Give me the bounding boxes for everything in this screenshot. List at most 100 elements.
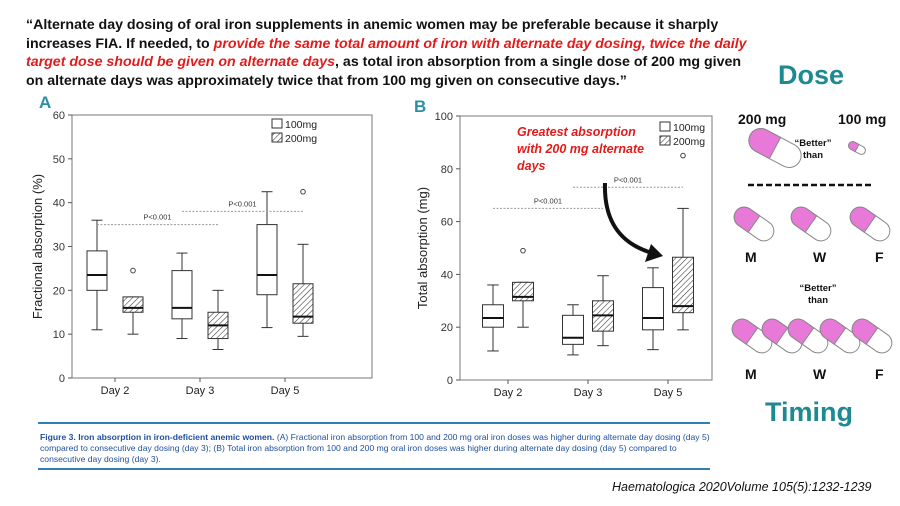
chart-a: 0 10 20 30 40 50 60 Fractional absorption (%) Da… <box>30 110 373 397</box>
x-tick-label: Day 2 <box>494 387 523 399</box>
box-200mg <box>512 281 534 302</box>
pill-icon-timing-top <box>849 206 891 242</box>
pill-icon-200mg <box>748 127 802 169</box>
dose-100-label: 100 mg <box>838 111 887 127</box>
pill-half <box>761 318 789 345</box>
y-tick-label: 0 <box>59 373 65 385</box>
legend-label: 200mg <box>285 133 317 145</box>
pill-icon-timing-bottom <box>851 318 893 354</box>
day-bottom-m: M <box>745 366 757 382</box>
y-tick-label: 50 <box>53 154 65 166</box>
pill-icon-timing-bottom <box>731 318 773 354</box>
legend-label: 200mg <box>673 136 705 148</box>
day-bottom-f: F <box>875 366 884 382</box>
panel-label-b: B <box>414 97 427 116</box>
plot-frame <box>459 115 713 381</box>
box-200mg <box>672 256 694 314</box>
pill-half <box>819 318 847 345</box>
pill-half <box>748 127 782 160</box>
box-100mg <box>171 270 193 320</box>
annotation-text: Greatest absorption with 200 mg alternat… <box>517 125 645 173</box>
y-axis-label: Total absorption (mg) <box>415 187 430 309</box>
box-200mg <box>122 296 144 313</box>
box-100mg <box>482 304 504 328</box>
y-tick-label: 60 <box>441 217 453 229</box>
caption-text: (A) Fractional iron absorption from 100 … <box>40 432 710 464</box>
day-top-w: W <box>813 249 827 265</box>
y-tick-label: 10 <box>53 329 65 341</box>
y-tick-label: 20 <box>53 285 65 297</box>
than-label-2: than <box>807 295 829 306</box>
pill-icon-timing-top <box>733 206 775 242</box>
outlier-point <box>300 188 306 195</box>
dose-title: Dose <box>778 60 845 90</box>
legend-swatch <box>659 121 671 132</box>
y-tick-label: 40 <box>53 198 65 210</box>
better-text-1: “Better” than <box>788 138 838 162</box>
better-text-2: “Better” than <box>793 283 843 307</box>
dose-200-label: 200 mg <box>738 111 787 127</box>
pill-half <box>733 206 761 233</box>
caption-rule-top <box>38 422 710 424</box>
day-top-m: M <box>745 249 757 265</box>
pill-icon-100mg <box>848 141 866 155</box>
better-label-2: “Better” <box>799 283 837 294</box>
pill-icon-timing-bottom <box>819 318 861 354</box>
quote-text: “Alternate day dosing of oral iron suppl… <box>26 16 756 90</box>
legend-label: 100mg <box>673 122 705 134</box>
y-tick-label: 30 <box>53 242 65 254</box>
y-tick-label: 0 <box>447 375 453 387</box>
quote-highlight: provide the same total amount of iron wi… <box>26 35 747 71</box>
outlier-point <box>680 152 686 159</box>
box-100mg <box>86 250 108 291</box>
outlier-point <box>130 267 136 274</box>
pill-half <box>731 318 759 345</box>
pill-icon-timing-bottom <box>761 318 803 354</box>
significance-label: P<0.001 <box>228 199 256 208</box>
legend-swatch <box>271 118 283 129</box>
box-200mg <box>292 283 314 324</box>
y-tick-label: 40 <box>441 269 453 281</box>
chart-b: 0 20 40 60 80 100 Total absorption (mg) Day 2 Da… <box>415 111 713 399</box>
y-tick-label: 100 <box>435 111 453 123</box>
x-tick-label: Day 3 <box>574 387 603 399</box>
pill-half <box>848 141 860 153</box>
pill-icon-timing-top <box>790 206 832 242</box>
x-tick-label: Day 3 <box>186 385 215 397</box>
x-tick-label: Day 2 <box>101 385 130 397</box>
box-100mg <box>642 287 664 331</box>
quote-part1: “Alternate day dosing of oral iron suppl… <box>26 17 719 52</box>
box-100mg <box>256 224 278 296</box>
pill-half <box>787 318 815 345</box>
annotation-arrow <box>602 182 653 255</box>
panel-label-a: A <box>39 93 52 112</box>
significance-label: P<0.001 <box>614 175 642 184</box>
box-100mg <box>562 314 584 345</box>
pill-icon-timing-bottom <box>787 318 829 354</box>
y-tick-label: 20 <box>441 322 453 334</box>
legend-swatch <box>659 135 671 146</box>
better-label-1: “Better” <box>794 138 832 149</box>
y-tick-label: 80 <box>441 164 453 176</box>
legend-label: 100mg <box>285 119 317 131</box>
caption-rule-bottom <box>38 468 710 470</box>
than-label-1: than <box>802 150 824 161</box>
legend-swatch <box>271 132 283 143</box>
pill-half <box>851 318 879 345</box>
x-tick-label: Day 5 <box>654 387 683 399</box>
timing-title: Timing <box>765 397 854 427</box>
y-axis-label: Fractional absorption (%) <box>30 174 45 319</box>
day-bottom-w: W <box>813 366 827 382</box>
figure-caption: Figure 3. Iron absorption in iron-defici… <box>40 432 710 465</box>
annotation-arrowhead <box>645 244 663 262</box>
significance-label: P<0.001 <box>534 196 562 205</box>
day-top-f: F <box>875 249 884 265</box>
pill-half <box>849 206 877 233</box>
pill-half <box>790 206 818 233</box>
caption-bold: Figure 3. Iron absorption in iron-defici… <box>40 432 275 442</box>
y-tick-label: 60 <box>53 110 65 122</box>
citation: Haematologica 2020Volume 105(5):1232-123… <box>612 480 872 494</box>
significance-label: P<0.001 <box>143 213 171 222</box>
x-tick-label: Day 5 <box>271 385 300 397</box>
